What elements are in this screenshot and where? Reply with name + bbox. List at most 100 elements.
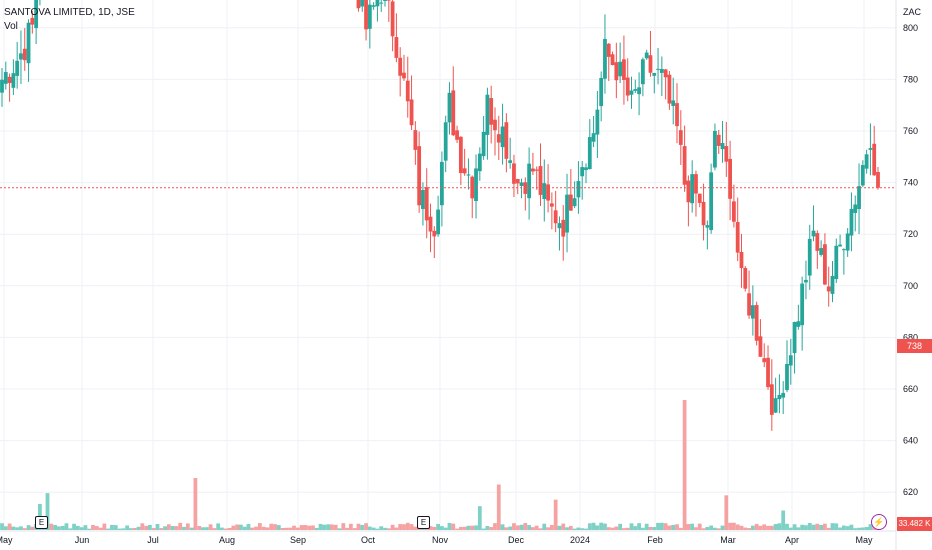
candle-body <box>3 72 8 84</box>
candle-body <box>383 0 387 2</box>
volume-bar <box>709 525 714 530</box>
volume-bar <box>553 499 558 530</box>
candle-body <box>872 143 877 176</box>
volume-bar <box>857 527 861 530</box>
volume-bar <box>766 525 770 530</box>
volume-bar <box>823 523 827 530</box>
volume-bar <box>826 527 831 530</box>
candle-body <box>678 130 683 145</box>
earnings-marker[interactable]: E <box>35 516 48 529</box>
candle-body <box>489 98 494 125</box>
candle-body <box>618 61 623 77</box>
candle-body <box>864 154 869 169</box>
earnings-marker[interactable]: E <box>417 516 430 529</box>
volume-bar <box>777 523 782 530</box>
volume-bar <box>663 523 668 530</box>
candle-body <box>724 146 729 162</box>
time-axis[interactable]: May Jun Jul Aug Sep Oct Nov Dec 2024 Feb Mar Apr May <box>0 535 873 545</box>
candle-body <box>754 305 759 341</box>
candle-body <box>652 73 657 76</box>
y-tick-label: 640 <box>903 436 918 446</box>
volume-bar <box>845 526 850 530</box>
volume-bar <box>474 525 478 530</box>
price-axis[interactable]: 6206406606807007207407607808008208408608… <box>903 0 918 497</box>
volume-bar <box>178 522 183 530</box>
candle-body <box>508 160 513 163</box>
lightning-icon[interactable]: ⚡ <box>871 514 887 530</box>
volume-bar <box>489 527 494 530</box>
volume-label[interactable]: Vol <box>4 21 18 32</box>
candle-body <box>443 122 448 161</box>
volume-bar <box>345 527 349 530</box>
volume-bar <box>565 527 569 530</box>
candle-body <box>371 5 376 7</box>
volume-bar <box>193 478 198 530</box>
x-tick-label: Dec <box>508 535 525 545</box>
volume-bar <box>261 526 266 530</box>
volume-bar <box>280 528 285 530</box>
currency-label[interactable]: ZAC <box>903 7 921 17</box>
volume-bar <box>330 524 334 530</box>
volume-bar <box>189 527 194 530</box>
y-tick-label: 680 <box>903 332 918 342</box>
candle-body <box>804 279 808 283</box>
candle-body <box>644 52 649 59</box>
candle-body <box>785 363 789 391</box>
volume-bar <box>758 525 763 530</box>
volume-bar <box>500 524 505 530</box>
candle-body <box>622 59 626 80</box>
candle-body <box>424 187 429 221</box>
volume-bar <box>56 526 61 530</box>
volume-bar <box>496 484 501 530</box>
symbol-title[interactable]: SANTOVA LIMITED, 1D, JSE <box>4 7 135 18</box>
volume-bar <box>132 528 137 530</box>
volume-bar <box>728 522 732 530</box>
volume-bar <box>470 525 475 530</box>
volume-bar <box>341 523 346 530</box>
volume-bar <box>853 528 858 530</box>
x-tick-label: 2024 <box>570 535 590 545</box>
volume-bar <box>185 523 190 530</box>
volume-bar <box>163 526 167 530</box>
volume-bar <box>307 525 312 530</box>
volume-bar <box>314 527 319 530</box>
price-candles <box>0 0 880 431</box>
candle-body <box>15 60 20 76</box>
volume-bar <box>208 524 213 530</box>
candle-body <box>637 87 641 95</box>
candle-body <box>493 119 497 131</box>
volume-bar <box>204 527 209 530</box>
volume-bar <box>405 522 410 530</box>
volume-bar <box>637 523 641 530</box>
candle-body <box>640 59 645 85</box>
y-tick-label: 780 <box>903 74 918 84</box>
volume-bar <box>652 527 657 530</box>
candle-body <box>807 238 812 276</box>
volume-bar <box>587 523 592 530</box>
volume-bar <box>19 526 23 530</box>
candle-body <box>584 167 588 170</box>
candle-body <box>777 394 782 400</box>
candle-body <box>713 130 717 168</box>
candle-body <box>614 62 619 81</box>
volume-bar <box>841 525 846 530</box>
volume-bar <box>151 528 156 530</box>
candle-body <box>30 17 35 25</box>
volume-bar <box>568 525 573 530</box>
candle-body <box>671 100 676 107</box>
volume-bar <box>633 526 638 530</box>
volume-bar <box>94 526 99 530</box>
volume-bar <box>220 527 224 530</box>
volume-bar <box>523 523 528 530</box>
candle-body <box>800 283 805 326</box>
candle-body <box>428 216 433 232</box>
candle-body <box>549 203 554 207</box>
volume-bar <box>618 523 623 530</box>
volume-bar <box>106 528 111 530</box>
x-tick-label: Nov <box>432 535 449 545</box>
volume-bar <box>311 525 315 530</box>
volume-bar <box>360 524 365 530</box>
volume-bar <box>432 526 437 530</box>
candle-body <box>364 0 368 30</box>
